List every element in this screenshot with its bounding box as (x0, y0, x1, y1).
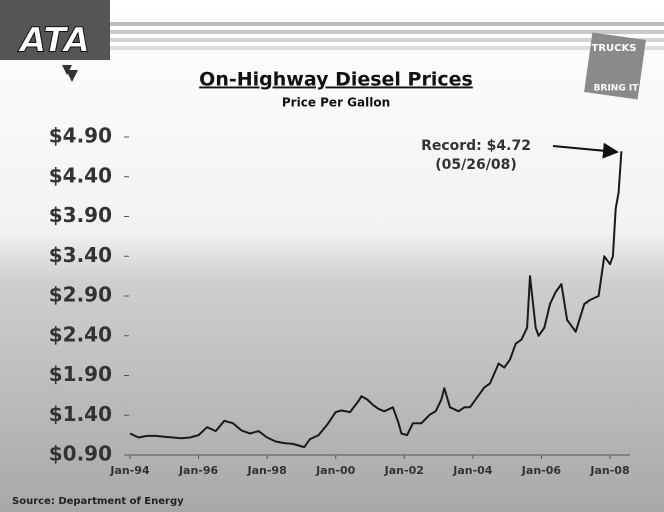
badge (584, 32, 646, 100)
y-tick-label: $2.90 (49, 283, 112, 307)
x-tick-label: Jan-94 (109, 464, 150, 477)
y-tick-label: $0.90 (49, 442, 112, 466)
badge-text: TRUCKS (592, 43, 637, 54)
x-tick-label: Jan-02 (384, 464, 424, 477)
y-tick-label: $3.90 (49, 203, 112, 227)
y-tick-label: $1.40 (49, 402, 112, 426)
source: Source: Department of Energy (12, 496, 184, 507)
chart-subtitle: Price Per Gallon (282, 96, 390, 110)
y-tick-label: $4.40 (49, 163, 112, 187)
y-tick-label: $2.40 (49, 322, 112, 346)
annotation: (05/26/08) (435, 157, 516, 173)
x-tick-label: Jan-08 (589, 464, 629, 477)
x-tick-label: Jan-04 (452, 464, 493, 477)
y-tick-label: $1.90 (49, 362, 112, 386)
x-tick-label: Jan-98 (247, 464, 287, 477)
x-tick-label: Jan-00 (315, 464, 356, 477)
chart-title: On-Highway Diesel Prices (199, 69, 473, 91)
annotation-arrow (552, 142, 619, 159)
logo: ATA (17, 21, 90, 61)
badge-text: BRING IT (594, 84, 640, 94)
y-tick-label: $3.40 (49, 243, 112, 267)
y-tick-label: $4.90 (49, 124, 112, 148)
slogan: Good stuff. (578, 1, 653, 15)
x-tick-label: Jan-06 (521, 464, 562, 477)
header-stripes (0, 0, 664, 82)
price-line (129, 151, 623, 449)
annotation: Record: $4.72 (421, 138, 531, 154)
x-tick-label: Jan-96 (178, 464, 219, 477)
